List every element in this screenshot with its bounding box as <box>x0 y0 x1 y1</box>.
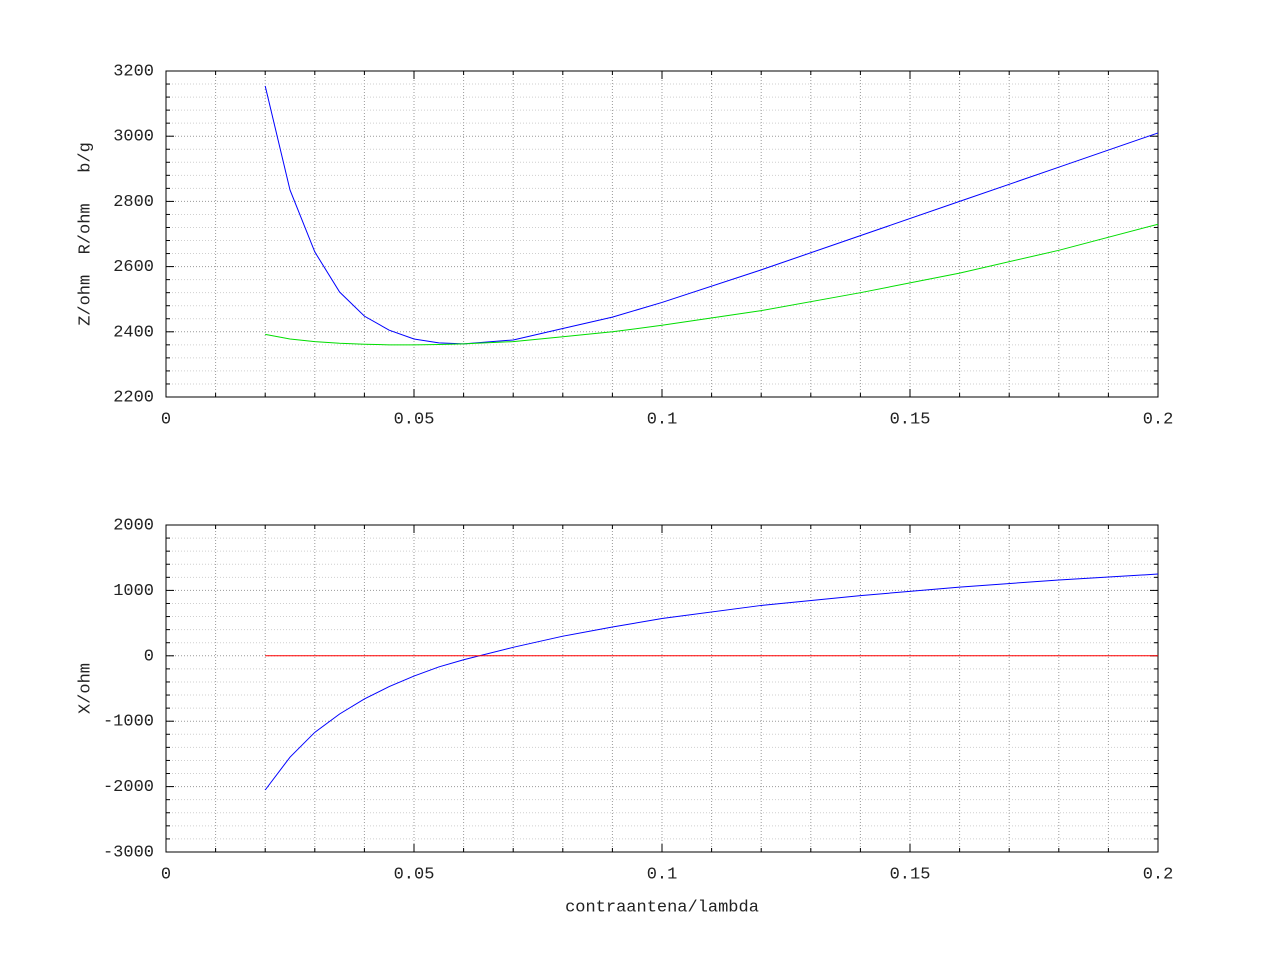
y-tick-label: 2200 <box>113 388 154 407</box>
series-line <box>265 223 1159 346</box>
x-tick-label: 0 <box>161 865 171 884</box>
plot-frame <box>165 524 1159 853</box>
x-tick-label: 0.2 <box>1143 410 1174 429</box>
x-tick-label: 0.05 <box>394 410 435 429</box>
y-tick-label: 2600 <box>113 258 154 277</box>
x-tick-label: 0 <box>161 410 171 429</box>
x-axis-label: contraantena/lambda <box>565 898 759 917</box>
plot-frame <box>165 70 1159 398</box>
y-tick-label: 3200 <box>113 62 154 81</box>
x-tick-label: 0.2 <box>1143 865 1174 884</box>
y-tick-label: 2000 <box>113 516 154 535</box>
x-tick-label: 0.1 <box>647 410 678 429</box>
y-axis-label: Z/ohm R/ohm b/g <box>76 142 95 326</box>
series-line <box>264 573 1159 791</box>
y-tick-label: 2400 <box>113 323 154 342</box>
x-tick-label: 0.05 <box>394 865 435 884</box>
y-tick-label: 2800 <box>113 193 154 212</box>
y-tick-label: 3000 <box>113 128 154 147</box>
y-tick-label: -1000 <box>103 713 154 732</box>
y-axis-label: X/ohm <box>76 663 95 714</box>
y-tick-label: -2000 <box>103 778 154 797</box>
x-tick-label: 0.15 <box>890 410 931 429</box>
x-tick-label: 0.1 <box>647 865 678 884</box>
y-tick-label: 0 <box>144 647 154 666</box>
y-tick-label: -3000 <box>103 843 154 862</box>
x-tick-label: 0.15 <box>890 865 931 884</box>
y-tick-label: 1000 <box>113 582 154 601</box>
series-line <box>264 85 1159 345</box>
